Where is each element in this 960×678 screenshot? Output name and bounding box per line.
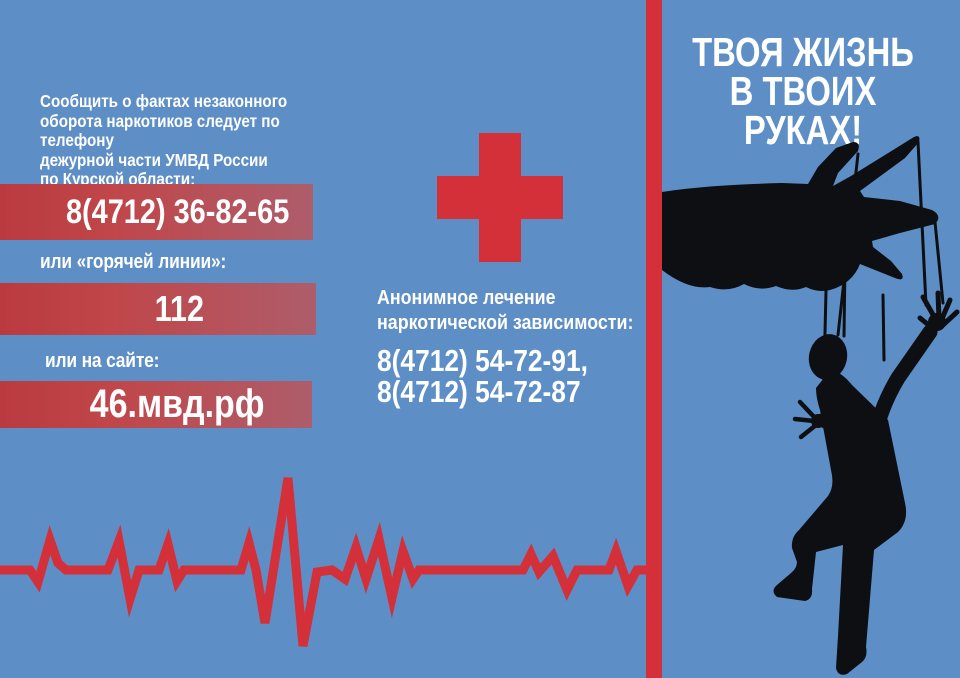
page-title: ТВОЯ ЖИЗНЬ В ТВОИХ РУКАХ! bbox=[692, 29, 914, 153]
heartbeat-line-icon bbox=[0, 477, 648, 647]
red-cross-icon bbox=[437, 133, 563, 262]
marionette-head bbox=[808, 334, 848, 380]
marionette-bent-arm bbox=[815, 413, 857, 439]
hotline-label: или «горячей линии»: bbox=[40, 251, 227, 273]
marionette-strings bbox=[821, 140, 945, 419]
marionette-raised-arm bbox=[866, 324, 938, 448]
marionette-bent-hand bbox=[792, 399, 825, 440]
marionette-figure bbox=[773, 290, 960, 675]
marionette-body bbox=[773, 372, 907, 675]
website-address: 46.мвд.рф bbox=[89, 382, 265, 426]
puppeteer-hand-silhouette bbox=[662, 136, 939, 291]
marionette-raised-hand bbox=[917, 290, 960, 331]
vertical-divider bbox=[646, 0, 662, 678]
website-label: или на сайте: bbox=[45, 350, 160, 372]
hotline-number-bar: 112 bbox=[0, 283, 316, 335]
main-phone-bar: 8(4712) 36-82-65 bbox=[0, 184, 313, 240]
anonymous-treatment-text: Анонимное лечение наркотической зависимо… bbox=[377, 286, 634, 334]
website-bar: 46.мвд.рф bbox=[0, 381, 312, 428]
hotline-number: 112 bbox=[154, 288, 204, 329]
main-phone-number: 8(4712) 36-82-65 bbox=[66, 192, 290, 231]
report-instructions-text: Сообщить о фактах незаконного оборота на… bbox=[40, 91, 288, 189]
treatment-phone-numbers: 8(4712) 54-72-91, 8(4712) 54-72-87 bbox=[377, 343, 588, 409]
